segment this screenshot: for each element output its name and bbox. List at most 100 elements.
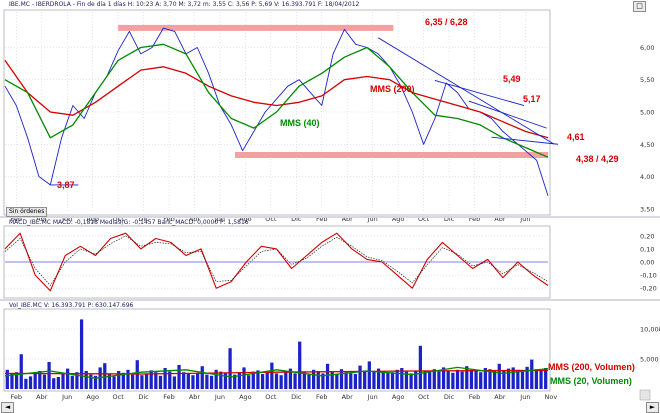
- support-band: [118, 24, 394, 31]
- panel-splitter: [0, 216, 660, 218]
- panel-splitter: [0, 299, 660, 301]
- volume-bar: [483, 368, 487, 389]
- x-tick-label: Abr: [36, 393, 48, 401]
- x-tick-label: Feb: [469, 393, 481, 401]
- volume-bar: [228, 348, 232, 389]
- volume-bar: [237, 372, 241, 389]
- volume-bar: [418, 345, 422, 389]
- volume-bar: [163, 368, 167, 389]
- y-tick-label: 5,00: [640, 109, 654, 117]
- volume-bar: [544, 368, 548, 389]
- volume-bar: [367, 361, 371, 389]
- arrow-left-icon[interactable]: ◄: [1, 402, 14, 413]
- volume-bar: [274, 373, 279, 389]
- volume-bar: [381, 371, 385, 389]
- macd-header: MACD_IBE.MC MACD: -0,1818 Media9/G: -0,1…: [9, 219, 249, 226]
- x-tick-label: Jun: [61, 215, 72, 223]
- orders-button[interactable]: Sin órdenes: [6, 207, 48, 217]
- label-517: 5,17: [523, 94, 541, 104]
- volume-bar: [386, 372, 390, 389]
- arrow-right-icon[interactable]: ►: [646, 402, 659, 413]
- macd-y-tick-label: -0,10: [640, 272, 657, 280]
- macd-y-tick-label: -0,20: [640, 285, 657, 293]
- volume-bar: [335, 374, 339, 389]
- x-tick-label: Abr: [189, 393, 201, 401]
- label-low: 3,87: [57, 180, 75, 190]
- volume-bar: [423, 370, 427, 389]
- x-tick-label: Feb: [316, 393, 328, 401]
- y-tick-label: 3,50: [640, 205, 654, 213]
- volume-bar: [502, 371, 506, 389]
- series-ma200: [4, 60, 549, 139]
- box-icon[interactable]: □: [633, 1, 646, 12]
- volume-bar: [270, 362, 274, 389]
- volume-bar: [279, 375, 283, 389]
- volume-bar: [493, 370, 497, 389]
- volume-bar: [209, 375, 214, 389]
- volume-header: Vol_IBE.MC V: 16.393.791 P: 630.147.696: [9, 302, 134, 309]
- x-tick-label: Abr: [189, 215, 201, 223]
- support-band: [235, 152, 549, 158]
- volume-bar: [131, 374, 135, 389]
- volume-bar: [312, 369, 316, 389]
- x-tick-label: Oct: [418, 215, 430, 223]
- volume-bar: [47, 362, 51, 389]
- x-tick-label: Dic: [138, 393, 149, 401]
- volume-bar: [260, 374, 265, 389]
- volume-bar: [10, 374, 14, 389]
- x-tick-label: Oct: [113, 215, 125, 223]
- volume-bar: [172, 376, 177, 389]
- volume-bar: [441, 367, 446, 389]
- volume-bar: [511, 367, 515, 389]
- volume-bar: [534, 369, 539, 389]
- series-signal: [4, 235, 549, 286]
- volume-bar: [24, 378, 28, 389]
- volume-bar: [52, 378, 56, 389]
- x-tick-label: Dic: [444, 393, 455, 401]
- trendline: [491, 136, 559, 145]
- volume-bar: [316, 371, 320, 389]
- label-ma200: MMS (200): [370, 84, 415, 94]
- volume-bar: [154, 372, 158, 389]
- volume-bar: [516, 369, 520, 389]
- x-tick-label: Dic: [291, 393, 302, 401]
- volume-bar: [219, 371, 223, 389]
- price-header: IBE.MC - IBERDROLA - Fin de día 1 días H…: [9, 1, 360, 8]
- x-tick-label: Ago: [86, 393, 99, 401]
- x-tick-label: Ago: [86, 215, 99, 223]
- volume-bar: [325, 363, 330, 389]
- resize-grip-icon: [639, 389, 651, 401]
- volume-bar: [525, 366, 529, 389]
- x-tick-label: Feb: [11, 393, 23, 401]
- y-tick-label: 4,00: [640, 173, 654, 181]
- volume-bar: [409, 373, 413, 389]
- volume-bar: [5, 369, 9, 389]
- volume-bar: [117, 371, 121, 389]
- volume-bar: [307, 374, 311, 389]
- volume-bar: [200, 366, 204, 389]
- volume-bar: [330, 371, 334, 389]
- volume-bar: [158, 375, 163, 389]
- volume-bar: [61, 373, 65, 389]
- volume-bar: [506, 368, 511, 389]
- volume-bar: [390, 372, 395, 389]
- volume-bar: [428, 372, 432, 389]
- x-tick-label: Abr: [494, 393, 506, 401]
- volume-bar: [33, 372, 37, 389]
- volume-bar: [400, 368, 404, 389]
- volume-bar: [465, 366, 469, 389]
- volume-bar: [223, 373, 228, 389]
- volume-bar: [182, 372, 186, 389]
- volume-bar: [474, 371, 478, 389]
- volume-bar: [56, 377, 60, 389]
- x-tick-label: Jun: [519, 393, 530, 401]
- series-ma40: [4, 43, 549, 158]
- volume-bar: [247, 375, 251, 389]
- x-tick-label: Abr: [494, 215, 506, 223]
- label-vol-ma200: MMS (200, Volumen): [548, 362, 635, 372]
- volume-bar: [144, 373, 149, 389]
- volume-bar: [479, 372, 483, 389]
- x-tick-label: Ago: [239, 393, 252, 401]
